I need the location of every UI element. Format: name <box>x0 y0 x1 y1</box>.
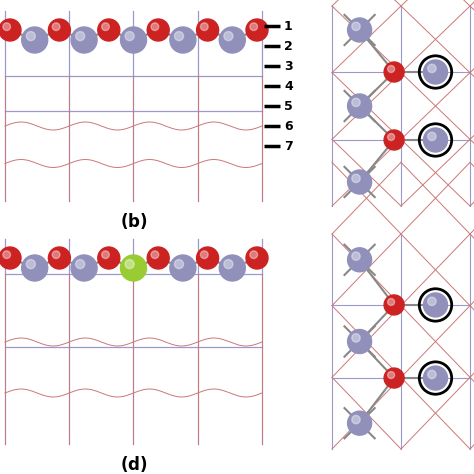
Circle shape <box>76 32 85 41</box>
Circle shape <box>0 19 21 41</box>
Text: 2: 2 <box>284 39 293 53</box>
Circle shape <box>26 32 36 41</box>
Circle shape <box>428 297 436 306</box>
Circle shape <box>120 27 146 53</box>
Circle shape <box>352 22 360 31</box>
Circle shape <box>250 251 257 258</box>
Circle shape <box>147 19 169 41</box>
Circle shape <box>71 27 97 53</box>
Circle shape <box>120 255 146 281</box>
Circle shape <box>48 247 71 269</box>
Circle shape <box>423 128 447 152</box>
Circle shape <box>52 23 60 30</box>
Circle shape <box>125 32 134 41</box>
Circle shape <box>347 18 372 42</box>
Circle shape <box>101 23 109 30</box>
Circle shape <box>352 415 360 424</box>
Text: $\mathbf{(b)}$: $\mathbf{(b)}$ <box>120 211 147 231</box>
Circle shape <box>3 23 10 30</box>
Circle shape <box>428 64 436 73</box>
Circle shape <box>384 295 404 315</box>
Circle shape <box>423 366 447 390</box>
Circle shape <box>352 174 360 182</box>
Circle shape <box>384 130 404 150</box>
Circle shape <box>219 255 246 281</box>
Circle shape <box>48 19 71 41</box>
Circle shape <box>98 19 120 41</box>
Circle shape <box>384 368 404 388</box>
Circle shape <box>224 260 233 269</box>
Circle shape <box>174 260 183 269</box>
Circle shape <box>250 23 257 30</box>
Circle shape <box>347 94 372 118</box>
Circle shape <box>0 247 21 269</box>
Circle shape <box>347 170 372 194</box>
Circle shape <box>428 370 436 379</box>
Circle shape <box>52 251 60 258</box>
Circle shape <box>352 252 360 260</box>
Circle shape <box>170 27 196 53</box>
Circle shape <box>151 251 159 258</box>
Circle shape <box>384 62 404 82</box>
Circle shape <box>347 411 372 435</box>
Circle shape <box>26 260 36 269</box>
Circle shape <box>423 293 447 317</box>
Circle shape <box>125 260 134 269</box>
Circle shape <box>246 247 268 269</box>
Circle shape <box>197 247 219 269</box>
Circle shape <box>101 251 109 258</box>
Circle shape <box>388 65 394 73</box>
Circle shape <box>347 248 372 272</box>
Circle shape <box>147 247 169 269</box>
Circle shape <box>428 132 436 141</box>
Text: 3: 3 <box>284 60 292 73</box>
Text: 4: 4 <box>284 80 293 92</box>
Text: $\mathbf{(d)}$: $\mathbf{(d)}$ <box>120 454 147 474</box>
Circle shape <box>388 134 394 140</box>
Circle shape <box>71 255 97 281</box>
Circle shape <box>170 255 196 281</box>
Circle shape <box>246 19 268 41</box>
Circle shape <box>224 32 233 41</box>
Circle shape <box>388 372 394 379</box>
Circle shape <box>22 27 48 53</box>
Circle shape <box>219 27 246 53</box>
Text: 7: 7 <box>284 139 293 153</box>
Text: 5: 5 <box>284 100 293 112</box>
Circle shape <box>22 255 48 281</box>
Circle shape <box>151 23 159 30</box>
Circle shape <box>423 60 447 84</box>
Circle shape <box>201 23 208 30</box>
Circle shape <box>347 329 372 354</box>
Circle shape <box>76 260 85 269</box>
Text: 6: 6 <box>284 119 292 133</box>
Circle shape <box>201 251 208 258</box>
Circle shape <box>197 19 219 41</box>
Circle shape <box>352 334 360 342</box>
Text: 1: 1 <box>284 19 293 33</box>
Circle shape <box>98 247 120 269</box>
Circle shape <box>352 98 360 107</box>
Circle shape <box>3 251 10 258</box>
Circle shape <box>174 32 183 41</box>
Circle shape <box>388 299 394 305</box>
